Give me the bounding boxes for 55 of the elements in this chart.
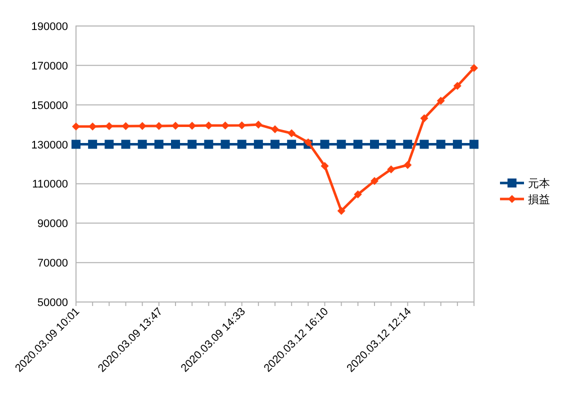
- point: [420, 114, 428, 122]
- point: [470, 64, 478, 72]
- point: [204, 140, 214, 149]
- y-tick-label: 90000: [37, 218, 68, 230]
- y-tick-label: 70000: [37, 258, 68, 270]
- legend-label: 元本: [528, 177, 550, 190]
- point: [452, 140, 462, 149]
- point: [237, 140, 246, 149]
- point: [88, 140, 98, 149]
- point: [105, 122, 114, 130]
- point: [188, 140, 197, 149]
- point: [453, 82, 462, 90]
- point: [370, 176, 378, 185]
- point: [420, 140, 429, 149]
- point: [271, 125, 279, 134]
- point: [287, 140, 296, 149]
- point: [304, 138, 312, 146]
- point: [121, 140, 130, 149]
- y-tick-label: 150000: [31, 100, 68, 112]
- point: [204, 122, 213, 130]
- point: [238, 121, 246, 130]
- point: [220, 140, 230, 149]
- point: [353, 140, 362, 149]
- point: [254, 140, 263, 149]
- point: [403, 140, 412, 149]
- point: [138, 140, 147, 149]
- point: [337, 206, 346, 215]
- point: [104, 140, 114, 149]
- point: [72, 140, 80, 149]
- point: [172, 122, 180, 130]
- point: [72, 122, 80, 131]
- point: [122, 122, 130, 130]
- legend-label: 損益: [528, 194, 550, 206]
- point: [320, 140, 330, 149]
- point: [354, 190, 362, 198]
- point: [470, 140, 478, 149]
- point: [404, 160, 412, 169]
- point: [138, 122, 146, 130]
- y-tick-label: 170000: [31, 60, 68, 72]
- y-tick-label: 130000: [31, 139, 68, 152]
- point: [336, 140, 346, 149]
- y-tick-label: 110000: [32, 178, 68, 191]
- point: [288, 129, 296, 138]
- y-tick-label: 50000: [37, 297, 68, 309]
- point: [270, 140, 280, 149]
- point: [171, 140, 180, 149]
- point: [370, 140, 379, 149]
- point: [436, 96, 445, 105]
- point: [320, 162, 329, 170]
- y-tick-label: 190000: [31, 21, 68, 33]
- point: [387, 165, 396, 174]
- point: [154, 140, 164, 149]
- point: [221, 122, 230, 130]
- point: [436, 140, 446, 149]
- point: [386, 140, 396, 149]
